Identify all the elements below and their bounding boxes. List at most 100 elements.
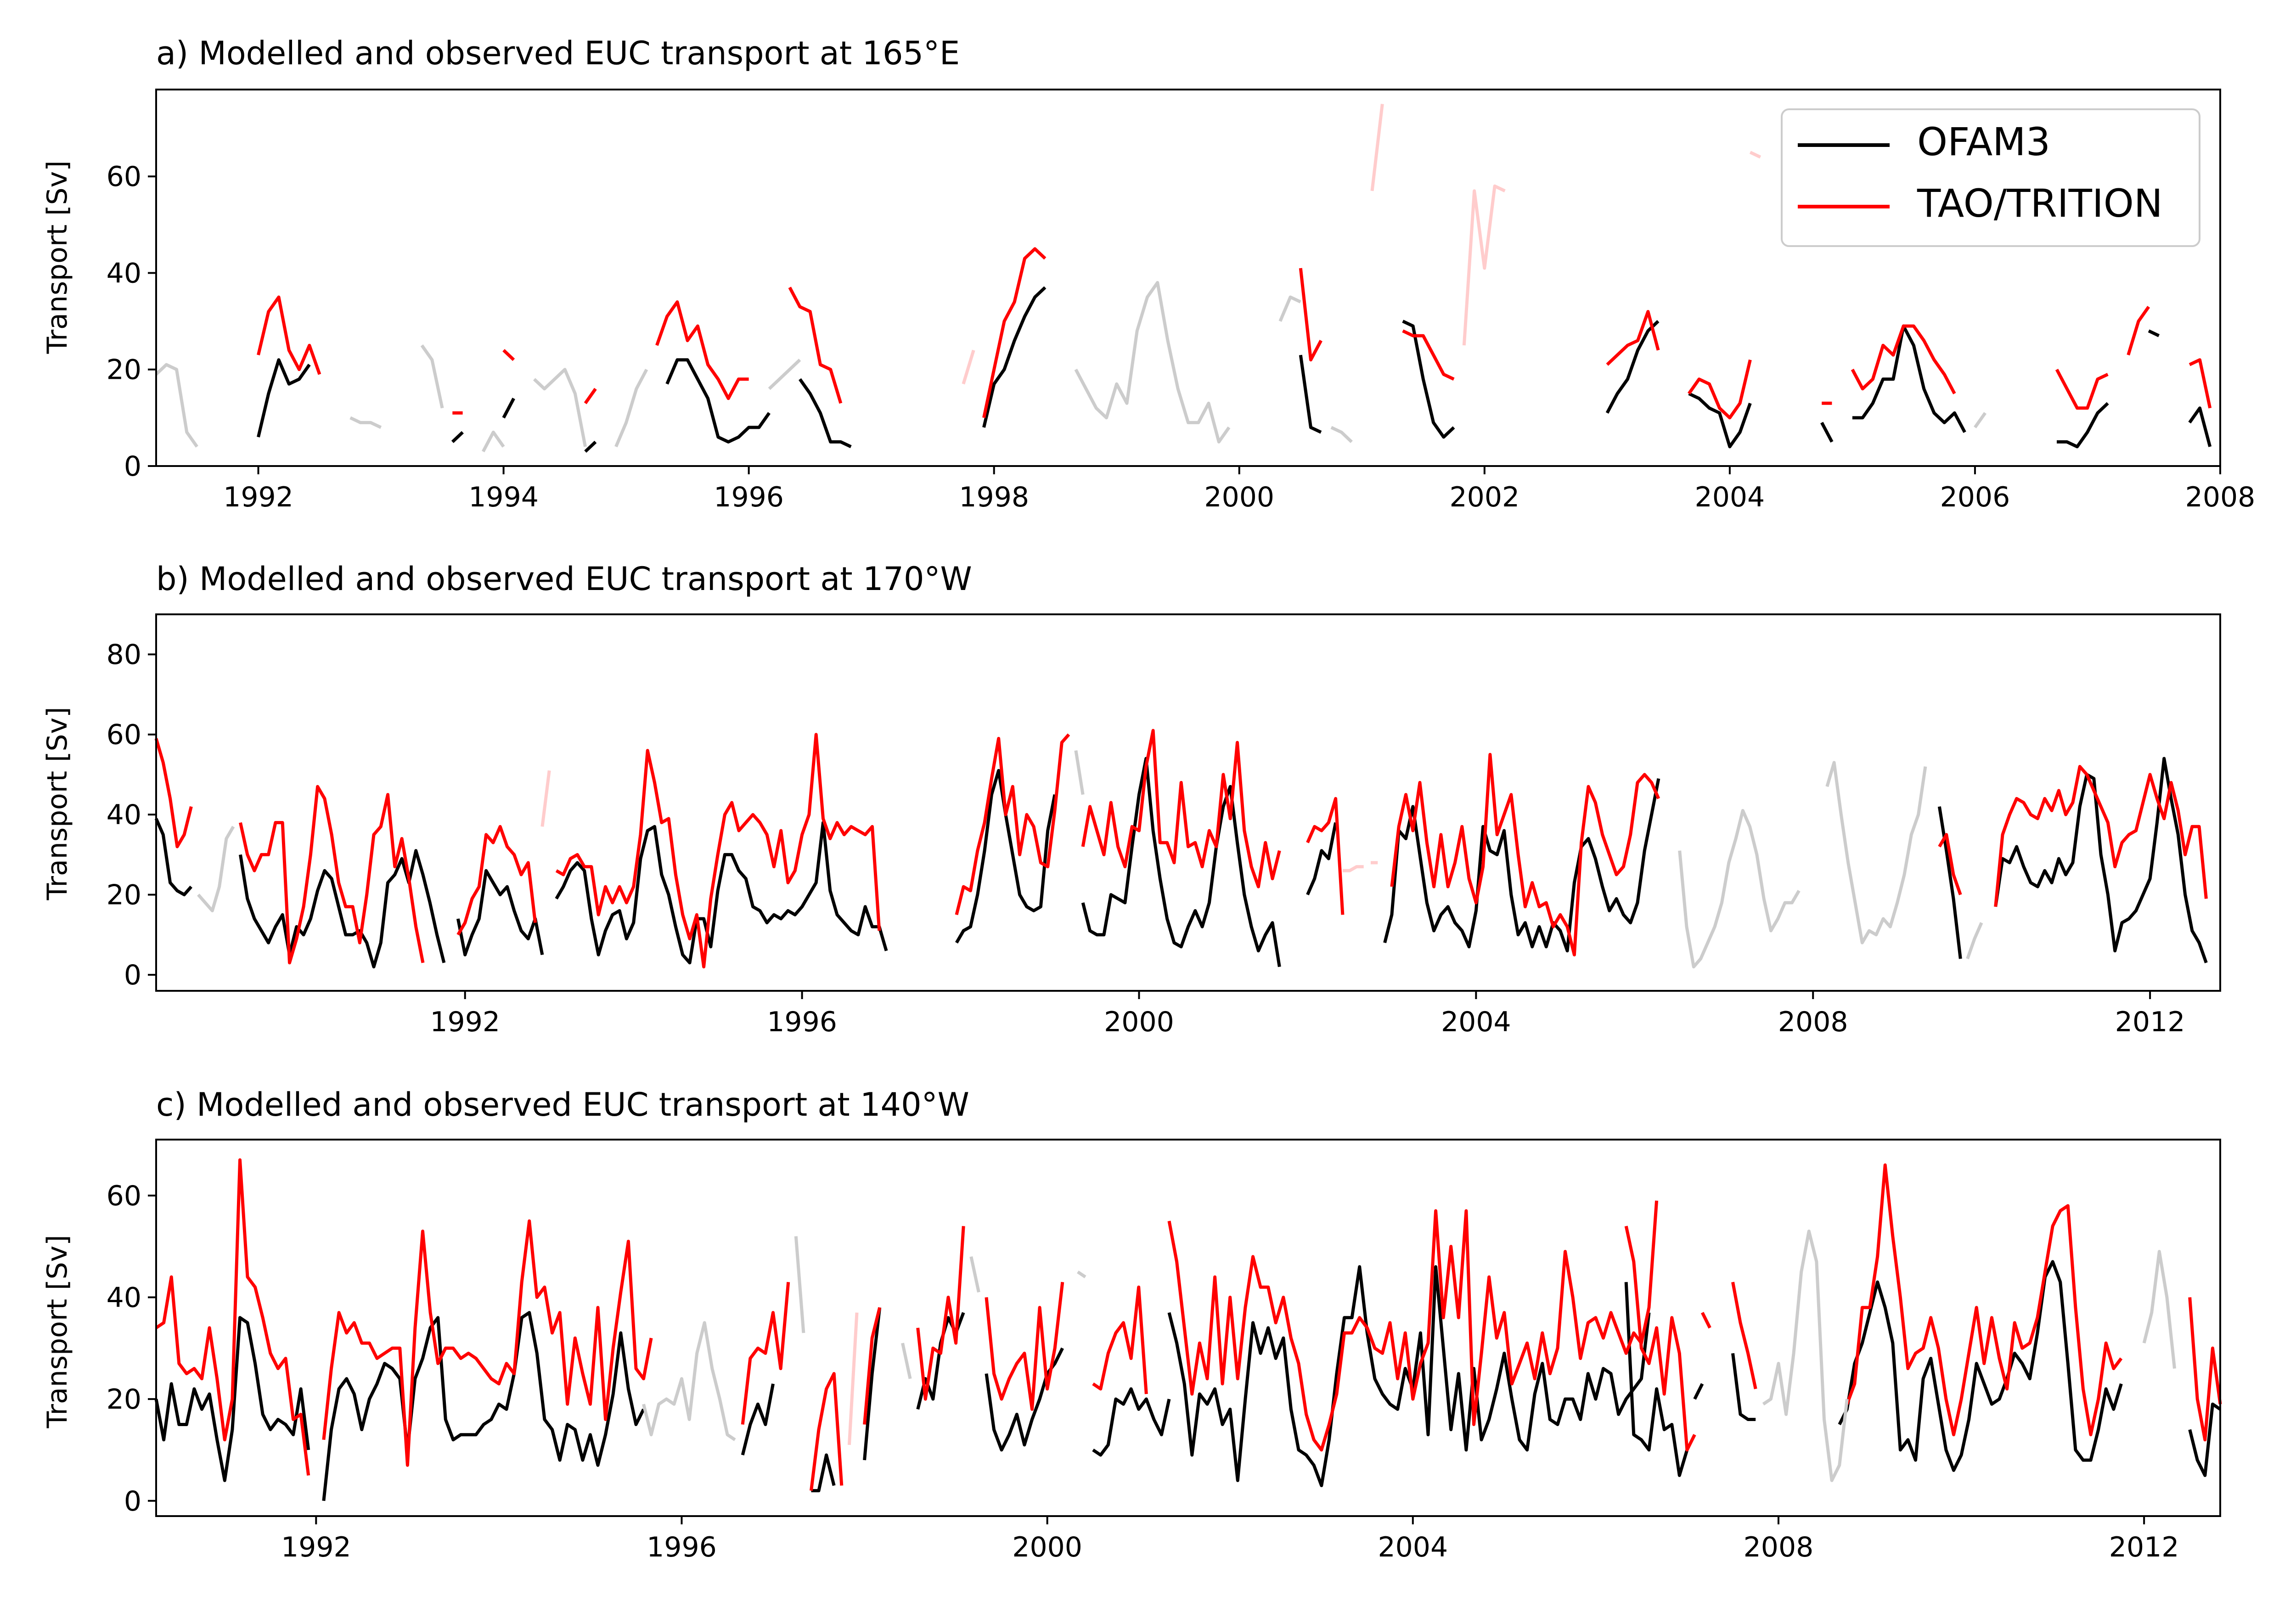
panel-a-y-tick-label: 40 <box>107 257 141 289</box>
panel-b-y-tick-label: 40 <box>107 799 141 831</box>
panel-a-tao-trition-line-7 <box>1299 268 1322 362</box>
panel-c-y-axis-label: Transport [Sv] <box>41 1235 73 1428</box>
panel-b-x-tick-label: 1992 <box>430 1006 500 1038</box>
panel-b-x-tick-label: 2004 <box>1441 1006 1511 1038</box>
panel-b-ofam3-line-0 <box>154 818 193 897</box>
panel-c-tao-trition-line-4 <box>863 1307 882 1425</box>
panel-a-x-tick-label: 2008 <box>2185 481 2256 513</box>
panel-a-ofam3-line-5 <box>799 378 852 449</box>
panel-b-y-axis-label: Transport [Sv] <box>41 707 73 900</box>
panel-b-tao-trition-line-5 <box>1081 729 1281 888</box>
panel-a-grey-context-line-3 <box>482 430 505 453</box>
panel-a-x-tick-label: 1998 <box>959 481 1029 513</box>
panel-b-x-tick-label: 2008 <box>1778 1006 1848 1038</box>
panel-a-tao-trition-line-13 <box>2055 369 2109 410</box>
panel-c-y-tick-label: 60 <box>107 1180 141 1212</box>
panel-a-tao-trition-line-15 <box>2189 358 2212 409</box>
panel-c-grey-context-line-0 <box>642 1321 736 1441</box>
panel-c-tao-trition-line-9 <box>1624 1225 1696 1452</box>
panel-a-tao-trition-line-0 <box>257 295 321 375</box>
panel-a-y-tick-label: 0 <box>124 450 141 483</box>
panel-a-x-tick-label: 2002 <box>1449 481 1519 513</box>
panel-c-tao-trition-line-13 <box>2188 1297 2222 1442</box>
panel-c-x-tick-label: 1992 <box>281 1531 351 1563</box>
panel-a-ofam3-line-11 <box>1820 421 1834 443</box>
panel-b-y-tick-label: 80 <box>107 639 141 671</box>
panel-a-x-tick-label: 2000 <box>1204 481 1274 513</box>
panel-c-grey-context-line-4 <box>1077 1270 1086 1279</box>
panel-a-tao-trition-line-4 <box>655 300 749 400</box>
panel-c-ofam3-line-10 <box>1693 1383 1704 1400</box>
panel-c-ofam3-line-13 <box>2188 1402 2221 1477</box>
panel-c-ofam3-line-7 <box>1092 1387 1171 1457</box>
panel-c-tao-trition-line-0 <box>155 1158 310 1476</box>
panel-b-tao-trition-line-9 <box>1994 765 2208 907</box>
panel-a-pink-context-line-3 <box>1749 151 1761 159</box>
panel-b-ofam3-line-3 <box>555 821 888 965</box>
panel-a-x-tick-label: 1994 <box>468 481 539 513</box>
panel-c-tao-trition-line-5 <box>916 1226 965 1401</box>
panel-c-ofam3-line-9 <box>1624 1282 1689 1477</box>
panel-a-ofam3-line-9 <box>1605 320 1660 414</box>
panel-c-x-tick-label: 2004 <box>1378 1531 1448 1563</box>
panel-a-ofam3-line-15 <box>2188 406 2212 447</box>
panel-b-tao-trition-line-4 <box>955 733 1070 916</box>
panel-a-ofam3-line-6 <box>982 286 1047 428</box>
panel-b-tao-trition-line-7 <box>1390 753 1660 956</box>
panel-a-ofam3-line-3 <box>584 440 597 453</box>
panel-b-axes: 1992 1996 2000 2004 2008 2012 0 20 40 60 80 <box>107 639 2185 1038</box>
panel-c-ofam3-line-1 <box>322 1311 645 1501</box>
panel-c-y-tick-label: 20 <box>107 1383 141 1416</box>
panel-a-x-tick-label: 1996 <box>714 481 784 513</box>
panel-b-grey-context-line-4 <box>1966 922 1983 960</box>
panel-b-tao-trition-line-1 <box>239 785 425 965</box>
panel-b-ofam3-line-2 <box>456 869 544 956</box>
panel-c-title: c) Modelled and observed EUC transport a… <box>156 1086 969 1124</box>
panel-b-grey-context-line-2 <box>1678 809 1801 969</box>
panel-c-tao-trition-line-1 <box>322 1219 653 1467</box>
panel-a-ofam3-line-2 <box>502 398 515 419</box>
panel-b-ofam3-line-7 <box>1383 778 1660 953</box>
panel-c-grey-context-line-1 <box>794 1236 805 1333</box>
panel-a-series <box>155 104 2212 453</box>
panel-c-tao-trition-line-3 <box>810 1372 844 1491</box>
panel-b-ofam3-line-6 <box>1306 822 1338 896</box>
panel-c-ofam3-line-12 <box>1838 1260 2123 1472</box>
panel-a-pink-context-line-2 <box>1462 184 1506 346</box>
panel-a-ofam3-line-8 <box>1402 320 1455 439</box>
panel-b-pink-context-line-0 <box>540 770 551 827</box>
panel-a-ofam3-line-12 <box>1852 324 1966 433</box>
panel-a-grey-context-line-4 <box>533 368 587 447</box>
panel-a-pink-context-line-0 <box>962 349 975 385</box>
panel-c-tao-trition-line-7 <box>1092 1285 1148 1394</box>
panel-b-grey-context-line-3 <box>1825 761 1927 944</box>
panel-c-grey-context-line-5 <box>1762 1230 1849 1482</box>
legend-label-tao-trition: TAO/TRITION <box>1917 181 2163 226</box>
panel-a-grey-context-line-9 <box>1330 426 1353 443</box>
panel-a-tao-trition-line-6 <box>982 247 1047 418</box>
panel-b-x-tick-label: 2000 <box>1104 1006 1174 1038</box>
panel-a-grey-context-line-10 <box>1974 412 1987 428</box>
panel-b-tao-trition-line-2 <box>456 825 537 936</box>
legend-label-ofam3: OFAM3 <box>1917 119 2050 164</box>
panel-b-title: b) Modelled and observed EUC transport a… <box>156 560 972 598</box>
panel-a: a) Modelled and observed EUC transport a… <box>41 34 2255 513</box>
panel-c-plot-area <box>155 1139 2221 1517</box>
panel-a-tao-trition-line-2 <box>502 349 515 361</box>
panel-c-x-tick-label: 2012 <box>2109 1531 2179 1563</box>
panel-a-y-tick-label: 20 <box>107 354 141 386</box>
panel-a-ofam3-line-0 <box>257 358 311 438</box>
panel-c-grey-context-line-3 <box>969 1256 980 1293</box>
panel-a-tao-trition-line-5 <box>788 287 843 404</box>
panel-c-tao-trition-line-8 <box>1167 1200 1659 1452</box>
panel-c-x-tick-label: 2008 <box>1744 1531 1814 1563</box>
panel-a-ofam3-line-13 <box>2057 402 2109 449</box>
panel-a-x-tick-label: 2004 <box>1695 481 1765 513</box>
panel-a-tao-trition-line-10 <box>1688 359 1752 420</box>
panel-c-y-tick-label: 0 <box>124 1485 141 1517</box>
panel-b-ofam3-line-5 <box>1081 757 1281 967</box>
panel-a-y-tick-label: 60 <box>107 161 141 193</box>
panel-a-ofam3-line-1 <box>451 431 464 443</box>
panel-a-grey-context-line-7 <box>1074 281 1231 444</box>
